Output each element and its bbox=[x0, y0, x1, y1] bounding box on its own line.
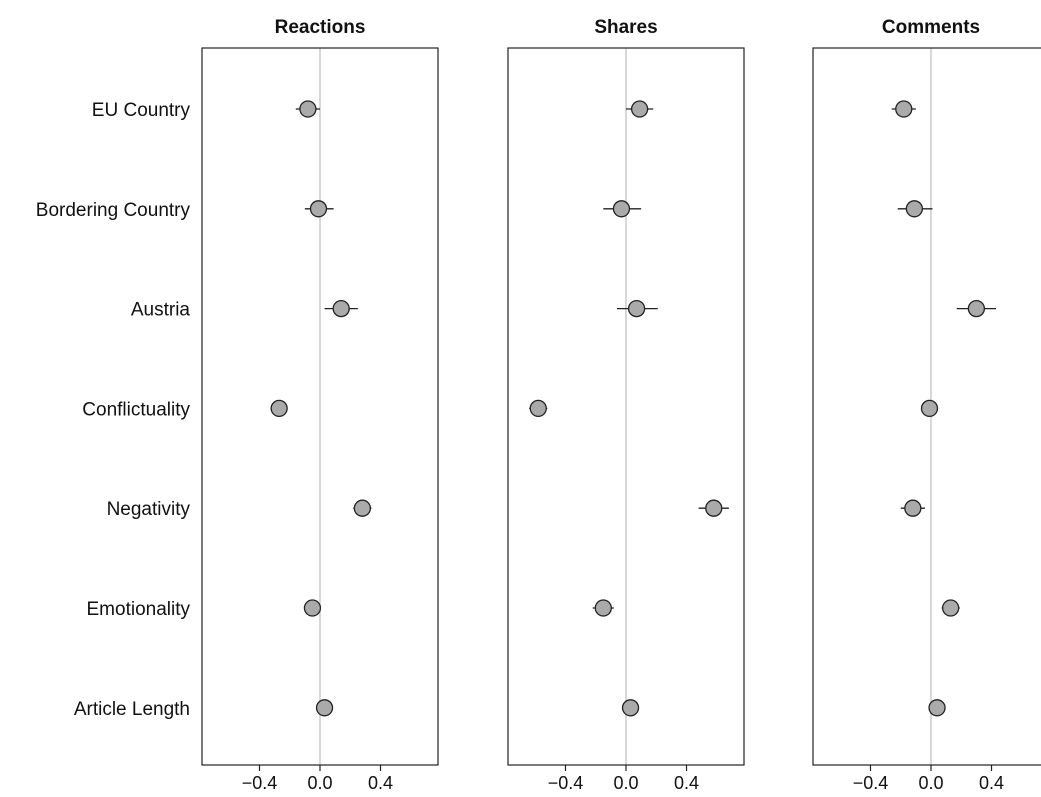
point-eu-country bbox=[895, 100, 913, 118]
point-article-length bbox=[315, 699, 334, 717]
point-conflictuality bbox=[920, 399, 939, 418]
point-negativity bbox=[705, 499, 723, 517]
panel-title: Reactions bbox=[275, 17, 366, 38]
point-bordering-country bbox=[612, 200, 631, 218]
point-conflictuality bbox=[529, 399, 547, 418]
row-label-bordering-country: Bordering Country bbox=[36, 200, 191, 221]
point-bordering-country bbox=[309, 200, 328, 218]
point-negativity bbox=[353, 499, 372, 517]
panel-comments: Comments −0.4 0.0 0.4 bbox=[812, 17, 1041, 793]
point-austria bbox=[332, 299, 350, 318]
point-austria bbox=[967, 299, 986, 318]
row-label-article-length: Article Length bbox=[74, 699, 190, 720]
row-label-austria: Austria bbox=[131, 300, 191, 321]
x-tick-label: 0.0 bbox=[307, 773, 332, 793]
panel-shares: Shares −0.4 0.0 0.4 bbox=[507, 17, 745, 793]
row-labels: EU Country Bordering Country Austria Confli… bbox=[36, 100, 191, 720]
point-article-length bbox=[621, 699, 640, 717]
row-label-negativity: Negativity bbox=[107, 499, 191, 520]
point-eu-country bbox=[630, 100, 649, 118]
point-conflictuality bbox=[270, 399, 288, 418]
x-tick-label: 0.0 bbox=[613, 773, 638, 793]
row-label-emotionality: Emotionality bbox=[87, 599, 191, 620]
panel-title: Shares bbox=[594, 17, 657, 38]
point-bordering-country bbox=[905, 200, 924, 218]
row-label-conflictuality: Conflictuality bbox=[82, 399, 190, 420]
point-emotionality bbox=[303, 599, 322, 617]
point-emotionality bbox=[942, 599, 960, 617]
point-austria bbox=[627, 299, 646, 318]
x-tick-label: −0.4 bbox=[853, 773, 889, 793]
panel-title: Comments bbox=[882, 17, 980, 38]
x-tick-label: 0.4 bbox=[368, 773, 393, 793]
x-tick-label: 0.0 bbox=[918, 773, 943, 793]
point-eu-country bbox=[299, 100, 317, 118]
panel-reactions: Reactions −0.4 0.0 0.4 bbox=[201, 17, 439, 793]
x-tick-label: −0.4 bbox=[242, 773, 278, 793]
x-tick-label: 0.4 bbox=[979, 773, 1004, 793]
row-label-eu-country: EU Country bbox=[92, 100, 191, 121]
point-negativity bbox=[904, 499, 922, 517]
x-tick-label: −0.4 bbox=[548, 773, 584, 793]
x-tick-label: 0.4 bbox=[674, 773, 699, 793]
point-emotionality bbox=[594, 599, 612, 617]
point-article-length bbox=[928, 699, 946, 717]
